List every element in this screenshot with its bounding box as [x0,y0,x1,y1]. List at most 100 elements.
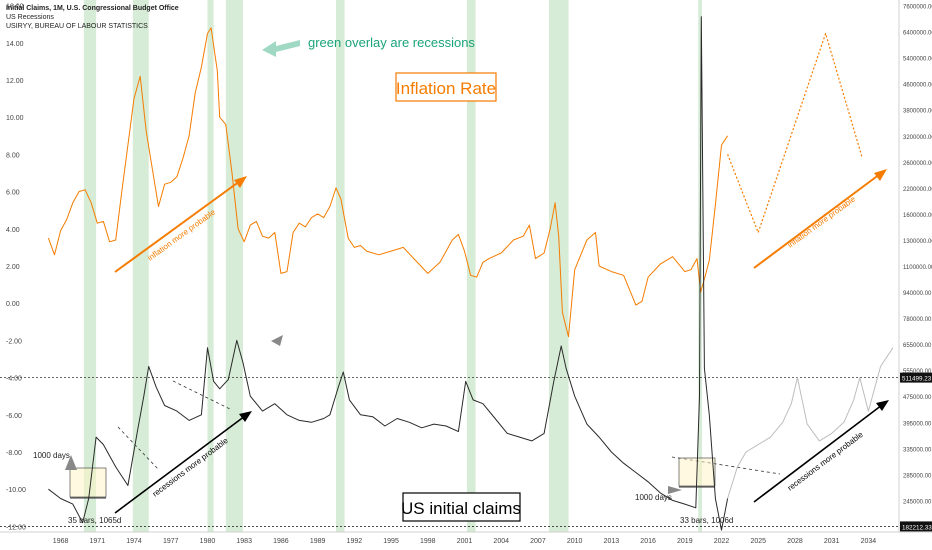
x-tick-label: 2010 [567,538,583,545]
left-tick-label: 14.00 [6,41,24,48]
right-tick-label: 655000.00 [903,343,932,349]
left-tick-label: -10.00 [6,487,26,494]
right-tick-label: 1300000.00 [903,239,932,245]
legend-line-claims: Initial Claims, 1M, U.S. Congressional B… [6,5,179,12]
series-line-2 [48,16,729,531]
x-tick-label: 1998 [420,538,436,545]
recessions-arrow-2-head [876,400,889,411]
inflation-title: Inflation Rate [396,79,496,98]
right-tick-label: 5400000.00 [903,57,932,63]
x-tick-label: 2004 [493,538,509,545]
recessions-arrow-1-head [239,411,252,422]
left-tick-label: 4.00 [6,227,20,234]
recession-bands [83,0,702,532]
x-tick-label: 2031 [824,538,840,545]
x-tick-label: 2016 [640,538,656,545]
right-tick-label: 395000.00 [903,421,932,427]
x-tick-label: 1971 [90,538,106,545]
x-tick-label: 1983 [236,538,252,545]
recession-band-2 [132,0,149,532]
recession-band-6 [466,0,476,532]
series-line-3 [727,347,894,499]
recession-note-arrow [262,40,300,57]
price-badge-label-2: 182212.33 [902,524,932,531]
inflation-title-box [395,72,497,102]
x-tick-label: 2028 [787,538,803,545]
left-tick-label: 6.00 [6,190,20,197]
right-tick-label: 4600000.00 [903,83,932,89]
right-tick-label: 1100000.00 [903,265,932,271]
x-tick-label: 1980 [200,538,216,545]
recession-band-4 [225,0,243,532]
claims-title: US initial claims [401,499,521,518]
x-tick-label: 2001 [457,538,473,545]
x-tick-label: 1989 [310,538,326,545]
right-tick-label: 245000.00 [903,499,932,505]
x-tick-label: 1986 [273,538,289,545]
days-label-2: 1000 days [635,493,672,502]
x-tick-label: 1968 [53,538,69,545]
recession-band-1 [83,0,97,532]
left-tick-label: -6.00 [6,413,22,420]
right-axis: 7600000.00 6400000.00 5400000.00 4600000.00… [898,0,932,532]
x-tick-label: 1992 [347,538,363,545]
x-tick-label: 1995 [383,538,399,545]
inflation-arrow-2 [753,173,881,269]
right-tick-label: 285000.00 [903,473,932,479]
right-tick-label: 475000.00 [903,395,932,401]
left-tick-label: -12.00 [6,524,26,531]
recession-band-3 [207,0,214,532]
right-tick-label: 3200000.00 [903,135,932,141]
left-tick-label: -4.00 [6,376,22,383]
recessions-more-label-2: recessions more probable [786,430,865,493]
bars-label-1: 35 bars, 1065d [68,516,121,525]
pointer-arrow-days-2 [668,486,682,494]
left-tick-label: 8.00 [6,152,20,159]
recession-band-5 [335,0,345,532]
right-tick-label: 940000.00 [903,291,932,297]
right-tick-label: 335000.00 [903,447,932,453]
recession-band-7 [548,0,569,532]
x-tick-label: 2007 [530,538,546,545]
inflation-more-label-2: inflation more probable [786,194,858,249]
chart-legend: Initial Claims, 1M, U.S. Congressional B… [6,4,179,31]
right-tick-label: 2600000.00 [903,161,932,167]
series-line-1 [47,27,729,338]
left-tick-label: 0.00 [6,301,20,308]
right-tick-label: 1600000.00 [903,213,932,219]
x-tick-label: 2034 [861,538,877,545]
recessions-arrow-2 [753,404,883,503]
x-tick-label: 1974 [126,538,142,545]
left-tick-label: 16.00 [6,4,24,11]
inflation-arrow-2-head [874,169,887,181]
series-line-4 [727,32,863,234]
left-tick-label: -2.00 [6,338,22,345]
series-layer [47,16,894,531]
right-tick-label: 555000.00 [903,369,932,375]
pointer-arrow-peak [271,335,283,346]
x-axis: 1968 1971 1974 1977 1980 1983 1986 1989 1992 1995… [0,531,932,545]
x-tick-label: 2013 [604,538,620,545]
left-tick-label: -8.00 [6,450,22,457]
annotations: inflation more probable inflation more p… [33,35,889,525]
recession-note: green overlay are recessions [308,35,475,50]
price-badge-2 [900,521,932,532]
recessions-arrow-1 [114,415,246,514]
left-tick-label: 12.00 [6,78,24,85]
left-axis-ticks: 16.00 14.00 12.00 10.00 8.00 6.00 4.00 2.00 0.00… [6,4,26,532]
inflation-arrow-1 [114,180,241,273]
helper-dashed-claims-2 [172,380,233,411]
price-badge-1 [900,372,932,383]
right-tick-label: 7600000.00 [903,5,932,11]
x-tick-label: 2025 [750,538,766,545]
left-tick-label: 10.00 [6,115,24,122]
legend-line-inflation: USIRYY, BUREAU OF LABOUR STATISTICS [6,23,148,30]
right-tick-label: 2200000.00 [903,187,932,193]
recessions-more-label-1: recessions more probable [151,436,230,499]
inflation-arrow-1-head [234,176,247,188]
right-tick-label: 3800000.00 [903,109,932,115]
pointer-arrow-days-1 [65,455,77,470]
x-tick-label: 1977 [163,538,179,545]
legend-line-recessions: US Recessions [6,14,54,21]
